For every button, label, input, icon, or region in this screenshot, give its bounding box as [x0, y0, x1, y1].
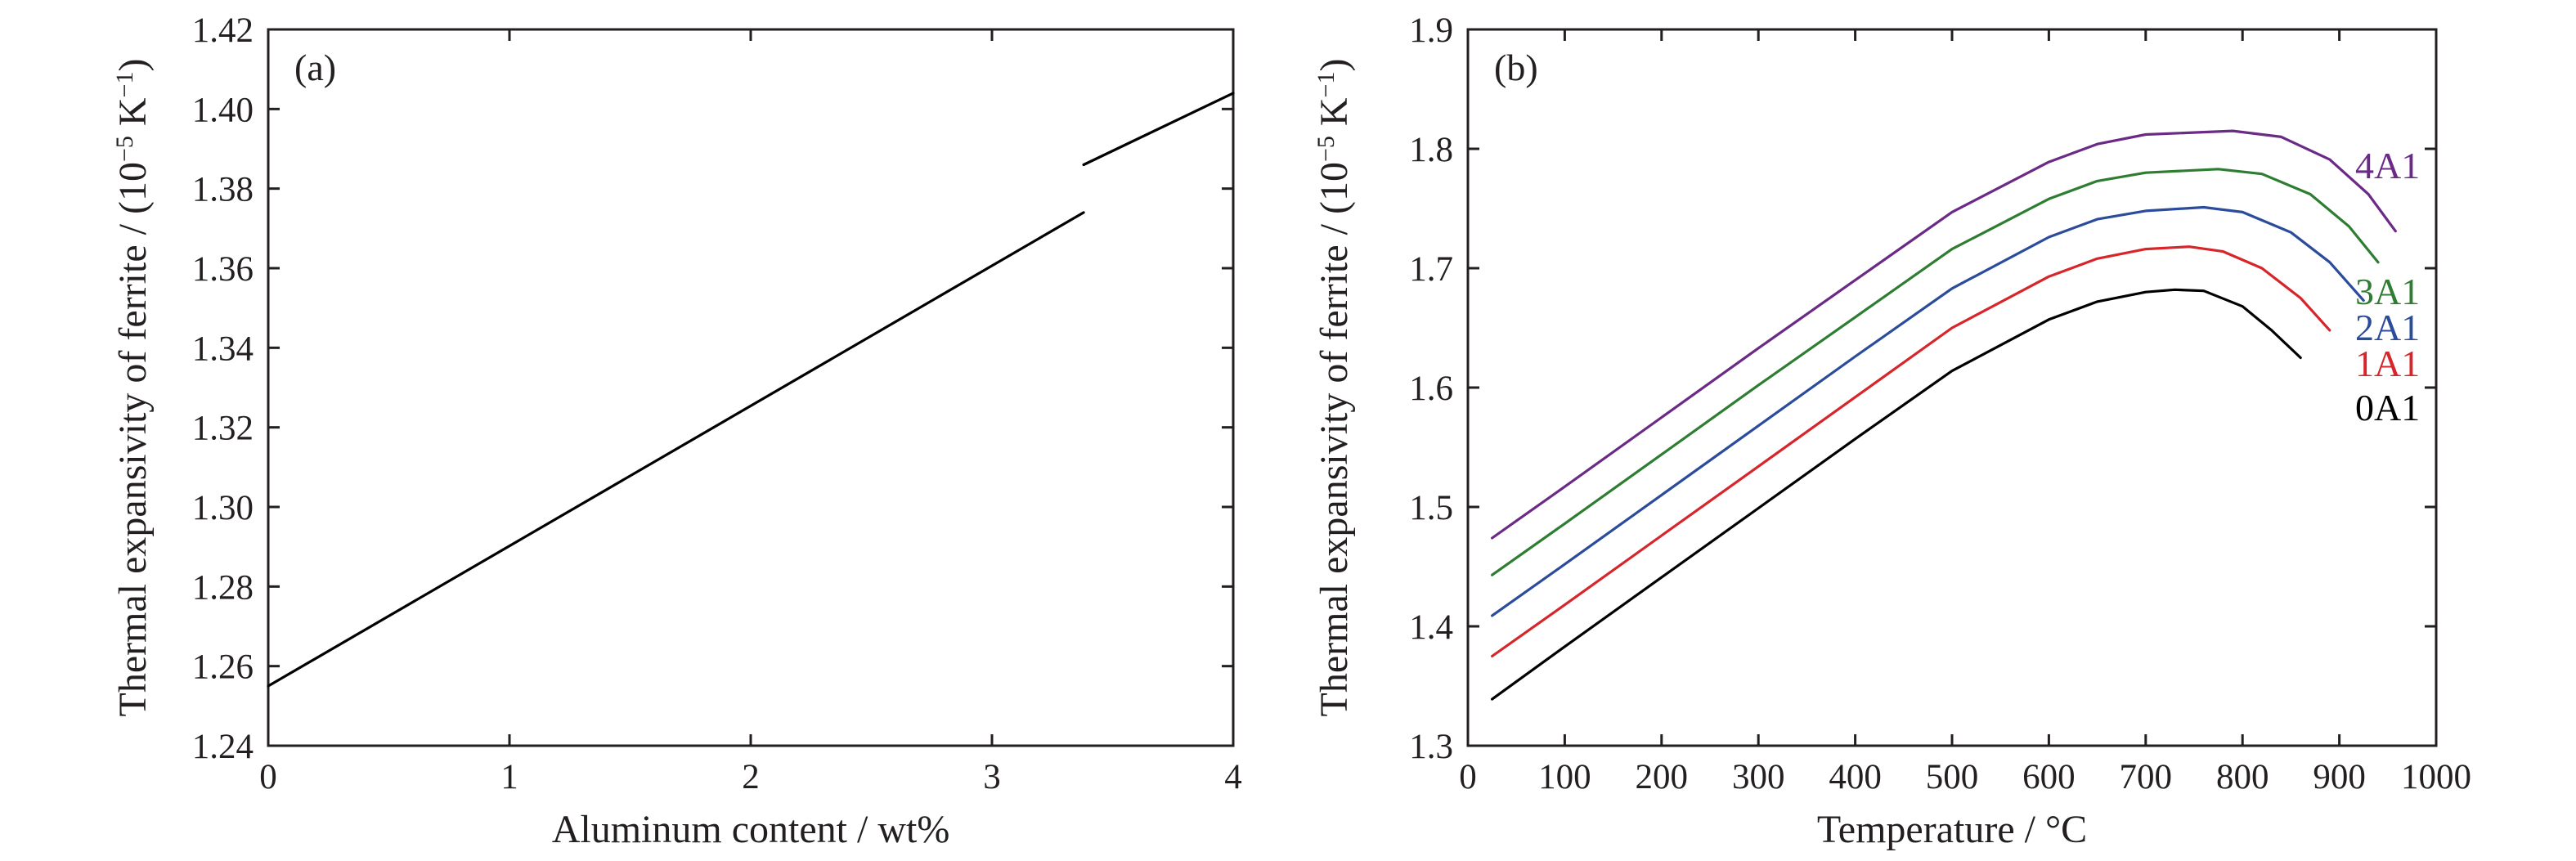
- panel-label: (a): [294, 47, 336, 88]
- series-line-0a1: [1491, 288, 2302, 701]
- x-tick-label: 400: [1829, 758, 1882, 796]
- panel-label: (b): [1494, 47, 1538, 88]
- y-tick-label: 1.30: [192, 489, 254, 527]
- series-line-3a1: [1491, 168, 2380, 576]
- series-label-2a1: 2A1: [2355, 307, 2420, 348]
- x-tick-label: 900: [2313, 758, 2366, 796]
- x-tick-label: 1000: [2401, 758, 2471, 796]
- chart-panel-b: 0 100 200 300 400 500 600 700 800 900 1000 1.3 1.4 1.…: [1313, 11, 2472, 851]
- y-tick-label: 1.28: [192, 568, 254, 607]
- series-label-3a1: 3A1: [2355, 271, 2420, 312]
- y-tick-label: 1.40: [192, 91, 254, 129]
- series-label-0a1: 0A1: [2355, 387, 2420, 428]
- y-tick-label: 1.24: [192, 728, 254, 766]
- series-line-1: [267, 211, 1085, 688]
- x-tick-label: 0: [1459, 758, 1477, 796]
- x-tick-label: 800: [2216, 758, 2269, 796]
- y-axis-label: Thermal expansivity of ferrite / (10−5 K…: [111, 59, 155, 717]
- series-line-4a1: [1491, 129, 2397, 540]
- y-tick-label: 1.38: [192, 171, 254, 209]
- y-tick-label: 1.5: [1409, 489, 1453, 527]
- plot-frame: [267, 28, 1235, 747]
- y-tick-label: 1.26: [192, 648, 254, 687]
- x-tick-label: 3: [983, 758, 1001, 796]
- y-tick-label: 1.9: [1409, 11, 1453, 50]
- y-tick-label: 1.36: [192, 250, 254, 289]
- y-tick-label: 1.6: [1409, 370, 1453, 408]
- x-axis-label: Temperature / °C: [1817, 808, 2087, 851]
- x-tick-label: 600: [2022, 758, 2076, 796]
- y-tick-label: 1.34: [192, 330, 254, 368]
- series-line-1a1: [1491, 245, 2331, 658]
- x-tick-label: 500: [1926, 758, 1979, 796]
- x-tick-label: 200: [1636, 758, 1689, 796]
- x-tick-label: 300: [1732, 758, 1785, 796]
- x-tick-label: 4: [1224, 758, 1242, 796]
- series-line-2a1: [1491, 205, 2365, 617]
- x-tick-label: 700: [2120, 758, 2173, 796]
- x-axis-label: Aluminum content / wt%: [552, 808, 950, 851]
- y-tick-label: 1.7: [1409, 250, 1453, 289]
- y-tick-label: 1.8: [1409, 131, 1453, 169]
- y-tick-label: 1.4: [1409, 608, 1453, 647]
- series-label-4a1: 4A1: [2355, 145, 2420, 186]
- plot-frame: [1466, 28, 2438, 747]
- y-axis-label: Thermal expansivity of ferrite / (10−5 K…: [1313, 59, 1357, 717]
- x-tick-label: 1: [500, 758, 518, 796]
- y-tick-label: 1.32: [192, 410, 254, 448]
- chart-panel-a: 0 1 2 3 4 1.24 1.26 1.28 1.30 1.32 1.34 1.36 1.38 1.4…: [111, 11, 1242, 851]
- x-tick-label: 100: [1538, 758, 1591, 796]
- series-line-2: [1082, 92, 1235, 167]
- x-tick-label: 2: [742, 758, 760, 796]
- y-tick-label: 1.3: [1409, 728, 1453, 766]
- series-label-1a1: 1A1: [2355, 343, 2420, 384]
- y-tick-label: 1.42: [192, 11, 254, 50]
- x-tick-label: 0: [259, 758, 277, 796]
